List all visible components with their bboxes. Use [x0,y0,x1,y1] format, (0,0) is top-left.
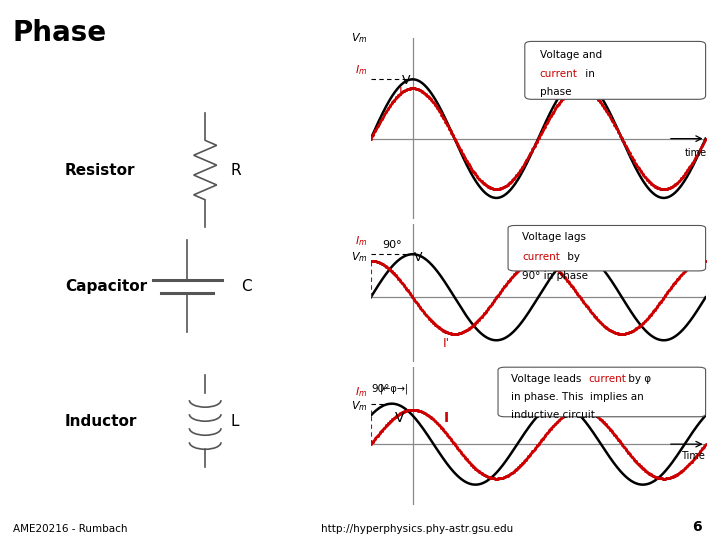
Text: AME20216 - Rumbach: AME20216 - Rumbach [13,523,127,534]
Text: $V_m$: $V_m$ [351,399,367,413]
Text: by φ: by φ [625,374,652,384]
Text: I': I' [443,337,450,350]
Text: Voltage and: Voltage and [540,50,602,60]
Text: current: current [540,69,577,78]
Text: current: current [588,374,626,384]
Text: $I_m$: $I_m$ [355,385,367,399]
Text: $I_m$: $I_m$ [355,234,367,247]
Text: C: C [241,279,252,294]
Text: I: I [398,86,402,99]
Text: $V_m$: $V_m$ [351,250,367,264]
Text: http://hyperphysics.phy-astr.gsu.edu: http://hyperphysics.phy-astr.gsu.edu [321,523,514,534]
Text: V: V [402,74,410,87]
Text: Phase: Phase [13,19,107,47]
Text: L: L [230,414,239,429]
Text: V: V [395,411,405,425]
Text: Voltage lags: Voltage lags [522,232,586,242]
Text: Inductor: Inductor [65,414,138,429]
Text: phase: phase [540,86,572,97]
Text: in phase. This  implies an: in phase. This implies an [510,392,644,402]
Text: inductive circuit.: inductive circuit. [510,410,598,420]
Text: 90°: 90° [372,383,390,394]
Text: V: V [414,251,422,264]
Text: in: in [582,69,595,78]
FancyBboxPatch shape [508,226,706,271]
Text: R: R [230,163,241,178]
Text: |←φ→|: |←φ→| [379,383,409,394]
Text: 6: 6 [693,519,702,534]
Text: $V_m$: $V_m$ [351,31,367,45]
Text: time: time [685,148,706,158]
Text: by: by [564,252,580,262]
Text: current: current [522,252,560,262]
Text: Capacitor: Capacitor [65,279,147,294]
Text: 90°: 90° [382,240,402,250]
Text: Resistor: Resistor [65,163,135,178]
Text: I: I [444,411,449,425]
Text: 90° in phase: 90° in phase [522,271,588,281]
Text: Time: Time [681,451,705,462]
FancyBboxPatch shape [525,42,706,99]
Text: Voltage leads: Voltage leads [510,374,585,384]
Text: $I_m$: $I_m$ [355,64,367,77]
FancyBboxPatch shape [498,367,706,417]
